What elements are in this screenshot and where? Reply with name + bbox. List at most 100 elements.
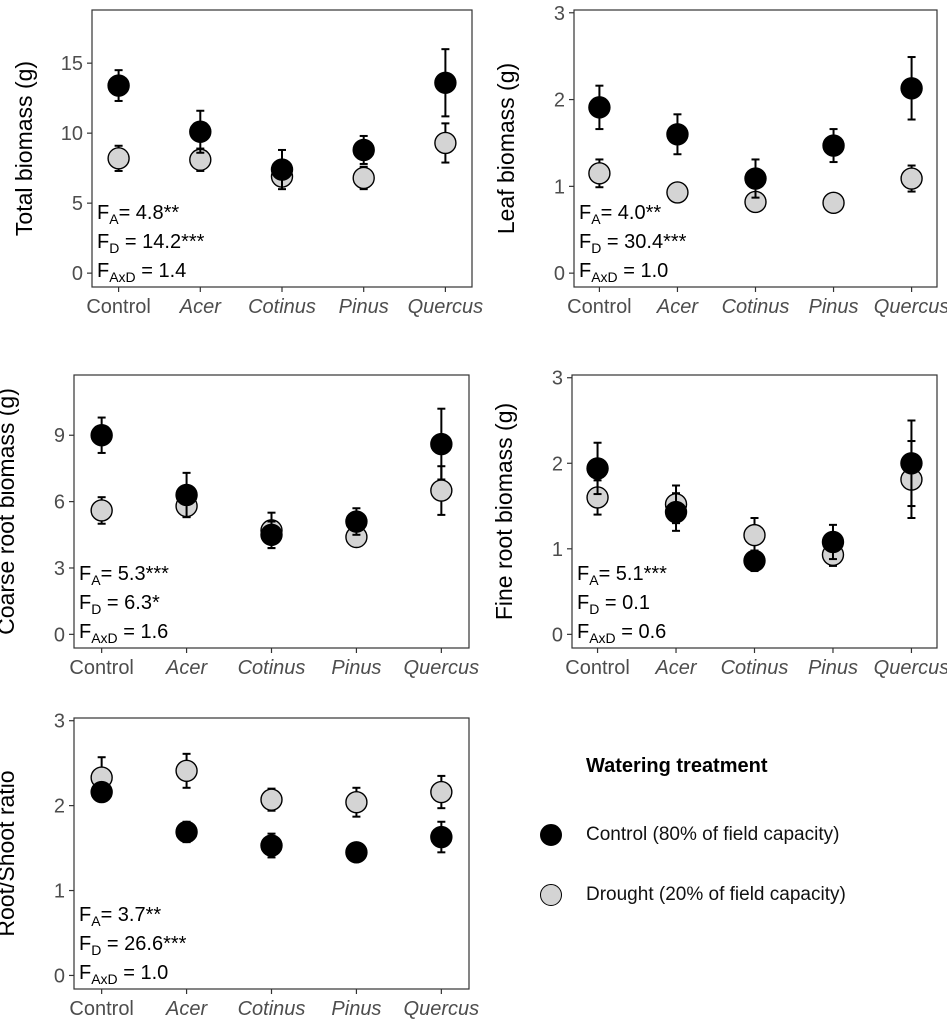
panel-4: 0 1 2 3 Control Acer Cotinus Pinus Quercus Fine r… (491, 368, 947, 679)
control-point (189, 120, 212, 143)
f-statistic: FA= 4.8** (97, 202, 179, 227)
control-point (821, 530, 845, 554)
drought-point (260, 788, 283, 811)
legend-item-control: Control (80% of field capacity) (530, 820, 839, 850)
y-tick-label: 0 (72, 263, 83, 285)
y-tick-label: 1 (552, 539, 563, 561)
x-tick-label: Pinus (809, 296, 859, 318)
legend-drought-marker (540, 884, 562, 906)
y-tick-label: 0 (54, 624, 65, 646)
x-tick-label: Acer (656, 296, 699, 318)
legend-control-marker (540, 824, 562, 846)
x-tick-label: Pinus (331, 657, 381, 679)
panel-5: 0 1 2 3 Control Acer Cotinus Pinus Quercus Root/S… (0, 711, 479, 1020)
y-tick-label: 6 (54, 492, 65, 514)
control-point (900, 77, 923, 100)
x-tick-label: Control (86, 296, 150, 318)
drought-point (900, 167, 923, 190)
control-point (430, 825, 453, 849)
x-tick-label: Cotinus (248, 296, 316, 318)
y-tick-label: 2 (554, 90, 565, 112)
drought-point (430, 479, 453, 502)
y-tick-label: 9 (54, 425, 65, 447)
control-point (588, 96, 611, 119)
x-tick-label: Cotinus (238, 998, 306, 1020)
f-statistic: FD = 14.2*** (97, 231, 205, 256)
x-tick-label: Control (69, 998, 133, 1020)
f-statistic: FA= 3.7** (79, 904, 161, 929)
control-point (744, 167, 767, 190)
drought-point (434, 131, 457, 155)
control-point (90, 424, 113, 447)
control-point (434, 71, 457, 94)
f-statistic: FAxD = 1.0 (579, 260, 668, 285)
x-tick-label: Control (565, 657, 629, 679)
control-point (107, 74, 130, 97)
drought-point (345, 791, 368, 814)
y-tick-label: 3 (54, 558, 65, 580)
x-tick-label: Cotinus (722, 296, 790, 318)
y-tick-label: 10 (61, 123, 83, 145)
drought-point (666, 181, 689, 204)
y-axis-title: Fine root biomass (g) (491, 403, 517, 620)
y-tick-label: 2 (54, 796, 65, 818)
y-tick-label: 3 (54, 711, 65, 733)
control-point (900, 452, 923, 475)
x-tick-label: Control (69, 657, 133, 679)
f-statistic: FD = 0.1 (577, 592, 650, 617)
f-statistic: FA= 5.1*** (577, 563, 667, 588)
x-tick-label: Acer (165, 998, 208, 1020)
f-statistic: FAxD = 1.6 (79, 621, 168, 646)
control-point (430, 432, 453, 456)
x-tick-label: Pinus (339, 296, 389, 318)
y-tick-label: 1 (54, 881, 65, 903)
control-point (345, 841, 368, 864)
legend-title: Watering treatment (586, 755, 768, 777)
f-statistic: FAxD = 1.4 (97, 260, 186, 285)
f-statistic: FA= 5.3*** (79, 563, 169, 588)
x-tick-label: Acer (179, 296, 222, 318)
legend-item-drought: Drought (20% of field capacity) (530, 880, 846, 910)
y-axis-title: Leaf biomass (g) (493, 63, 519, 234)
x-tick-label: Quercus (874, 296, 947, 318)
f-statistic: FAxD = 0.6 (577, 621, 666, 646)
legend-drought-label: Drought (20% of field capacity) (586, 884, 846, 905)
f-statistic: FAxD = 1.0 (79, 962, 168, 987)
y-axis-title: Root/Shoot ratio (0, 770, 19, 936)
control-point (822, 134, 845, 157)
drought-point (90, 499, 113, 522)
x-tick-label: Pinus (808, 657, 858, 679)
y-tick-label: 2 (552, 453, 563, 475)
y-tick-label: 1 (554, 176, 565, 198)
panel-3: 0 3 6 9 Control Acer Cotinus Pinus Quercus Coarse… (0, 374, 479, 679)
control-point (175, 820, 198, 844)
x-tick-label: Pinus (331, 998, 381, 1020)
y-axis-title: Coarse root biomass (g) (0, 388, 19, 635)
x-tick-label: Acer (654, 657, 697, 679)
drought-point (430, 780, 453, 804)
y-tick-label: 0 (554, 263, 565, 285)
y-tick-label: 3 (554, 3, 565, 25)
legend: Watering treatment Control (80% of field… (530, 750, 930, 930)
drought-point (352, 166, 375, 190)
x-tick-label: Quercus (404, 998, 480, 1020)
control-point (260, 523, 283, 546)
drought-point (107, 147, 130, 170)
x-tick-label: Cotinus (721, 657, 789, 679)
control-point (666, 123, 689, 146)
drought-point (822, 191, 845, 215)
drought-point (175, 759, 198, 783)
x-tick-label: Control (567, 296, 631, 318)
f-statistic: FD = 30.4*** (579, 231, 687, 256)
control-point (586, 457, 609, 480)
y-tick-label: 5 (72, 193, 83, 215)
y-tick-label: 0 (552, 624, 563, 646)
control-point (664, 500, 688, 524)
x-tick-label: Quercus (874, 657, 947, 679)
f-statistic: FA= 4.0** (579, 202, 661, 227)
control-point (345, 510, 368, 533)
drought-point (588, 162, 611, 185)
y-tick-label: 3 (552, 368, 563, 390)
y-tick-label: 0 (54, 965, 65, 987)
